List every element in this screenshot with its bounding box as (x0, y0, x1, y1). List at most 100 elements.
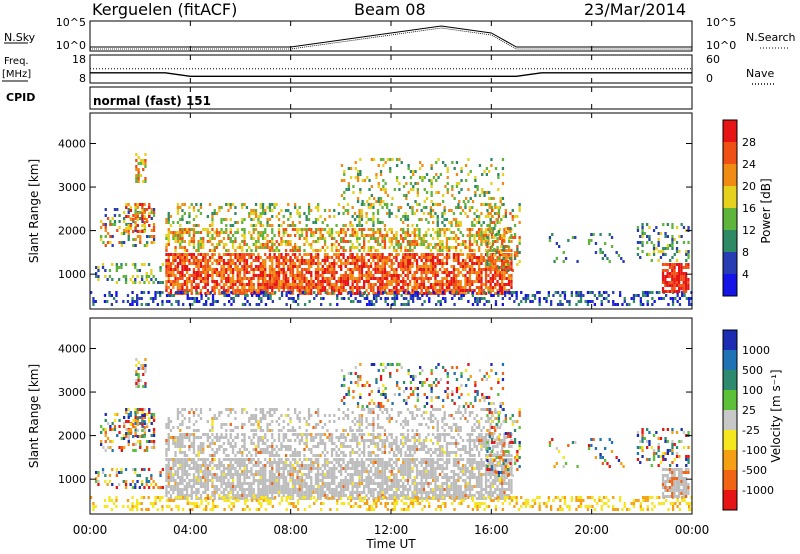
velocity-cell (139, 379, 143, 382)
power-cell (358, 274, 361, 277)
power-cell (183, 249, 186, 252)
power-cell (188, 274, 191, 277)
power-cell (298, 234, 301, 237)
power-cell (412, 173, 415, 176)
power-cell (225, 249, 228, 252)
power-cell (199, 231, 203, 234)
power-cell (234, 265, 237, 268)
velocity-cell (106, 437, 110, 440)
power-cell (282, 262, 285, 265)
velocity-cell (225, 497, 228, 500)
power-cell (243, 283, 246, 286)
power-cell (275, 246, 278, 249)
power-cell (231, 262, 235, 265)
power-cell (346, 283, 350, 286)
power-cell (590, 233, 593, 236)
power-cell (422, 262, 426, 265)
power-cell (411, 277, 414, 280)
velocity-cell (243, 467, 246, 470)
power-cell (208, 265, 212, 268)
power-cell (501, 289, 504, 292)
velocity-cell (215, 488, 219, 491)
power-cell (675, 259, 679, 262)
power-cell (381, 256, 384, 259)
power-cell (413, 256, 416, 259)
velocity-cell (204, 461, 207, 464)
power-cell (307, 283, 311, 286)
power-cell (132, 238, 135, 241)
velocity-cell (206, 482, 209, 485)
power-cell (451, 194, 454, 197)
velocity-cell (303, 464, 306, 467)
power-cell (358, 237, 361, 240)
power-cell (326, 246, 329, 249)
power-cell (445, 268, 449, 271)
power-cell (356, 277, 359, 280)
power-cell (390, 292, 393, 295)
power-cell (450, 289, 453, 292)
velocity-cell (206, 464, 209, 467)
power-cell (141, 215, 144, 218)
power-cell (464, 274, 467, 277)
velocity-cell (254, 497, 258, 500)
power-cell (234, 237, 237, 240)
power-cell (438, 234, 442, 237)
power-cell (513, 236, 517, 239)
velocity-cell (284, 467, 288, 470)
power-cell (457, 289, 460, 292)
velocity-cell (333, 494, 336, 497)
power-cell (547, 291, 550, 294)
velocity-cell (273, 485, 276, 488)
power-cell (321, 283, 324, 286)
power-cell (250, 249, 253, 252)
power-cell (376, 221, 380, 224)
power-cell (183, 283, 186, 286)
power-cell (498, 228, 502, 231)
power-cell (388, 289, 391, 292)
power-cell (503, 286, 506, 289)
velocity-cell (199, 485, 203, 488)
velocity-cell (243, 473, 246, 476)
power-cell (305, 224, 308, 227)
power-cell (106, 241, 110, 244)
power-cell (228, 300, 231, 303)
power-cell (685, 253, 688, 256)
velocity-cell (243, 488, 246, 491)
velocity-cell (202, 470, 205, 473)
power-cell (222, 253, 226, 256)
power-cell (340, 246, 343, 249)
power-cell (644, 291, 647, 294)
power-cell (490, 209, 494, 212)
power-cell (337, 286, 341, 289)
power-cell (319, 215, 322, 218)
power-cell (284, 240, 288, 243)
power-cell (174, 259, 177, 262)
power-cell (498, 237, 502, 240)
velocity-cell (134, 449, 137, 452)
power-cell (343, 179, 346, 182)
velocity-cell (294, 485, 297, 488)
power-cell (328, 215, 331, 218)
power-cell (211, 286, 214, 289)
velocity-cell (317, 482, 320, 485)
velocity-cell (206, 497, 209, 500)
power-cell (188, 277, 191, 280)
power-cell (179, 206, 182, 209)
velocity-cell (321, 494, 324, 497)
power-cell (600, 303, 603, 306)
velocity-cell (167, 461, 170, 464)
velocity-cell (195, 467, 198, 470)
power-cell (333, 237, 336, 240)
power-cell (116, 208, 119, 211)
velocity-cell (127, 429, 130, 432)
power-cell (340, 237, 343, 240)
power-colorbar-swatch (723, 208, 737, 230)
velocity-cell (296, 488, 299, 491)
velocity-cell (340, 473, 343, 476)
power-cell (409, 206, 412, 209)
velocity-cell (135, 364, 138, 367)
velocity-cell (101, 468, 105, 471)
power-cell (436, 262, 439, 265)
power-cell (471, 291, 475, 294)
velocity-cell (215, 473, 219, 476)
